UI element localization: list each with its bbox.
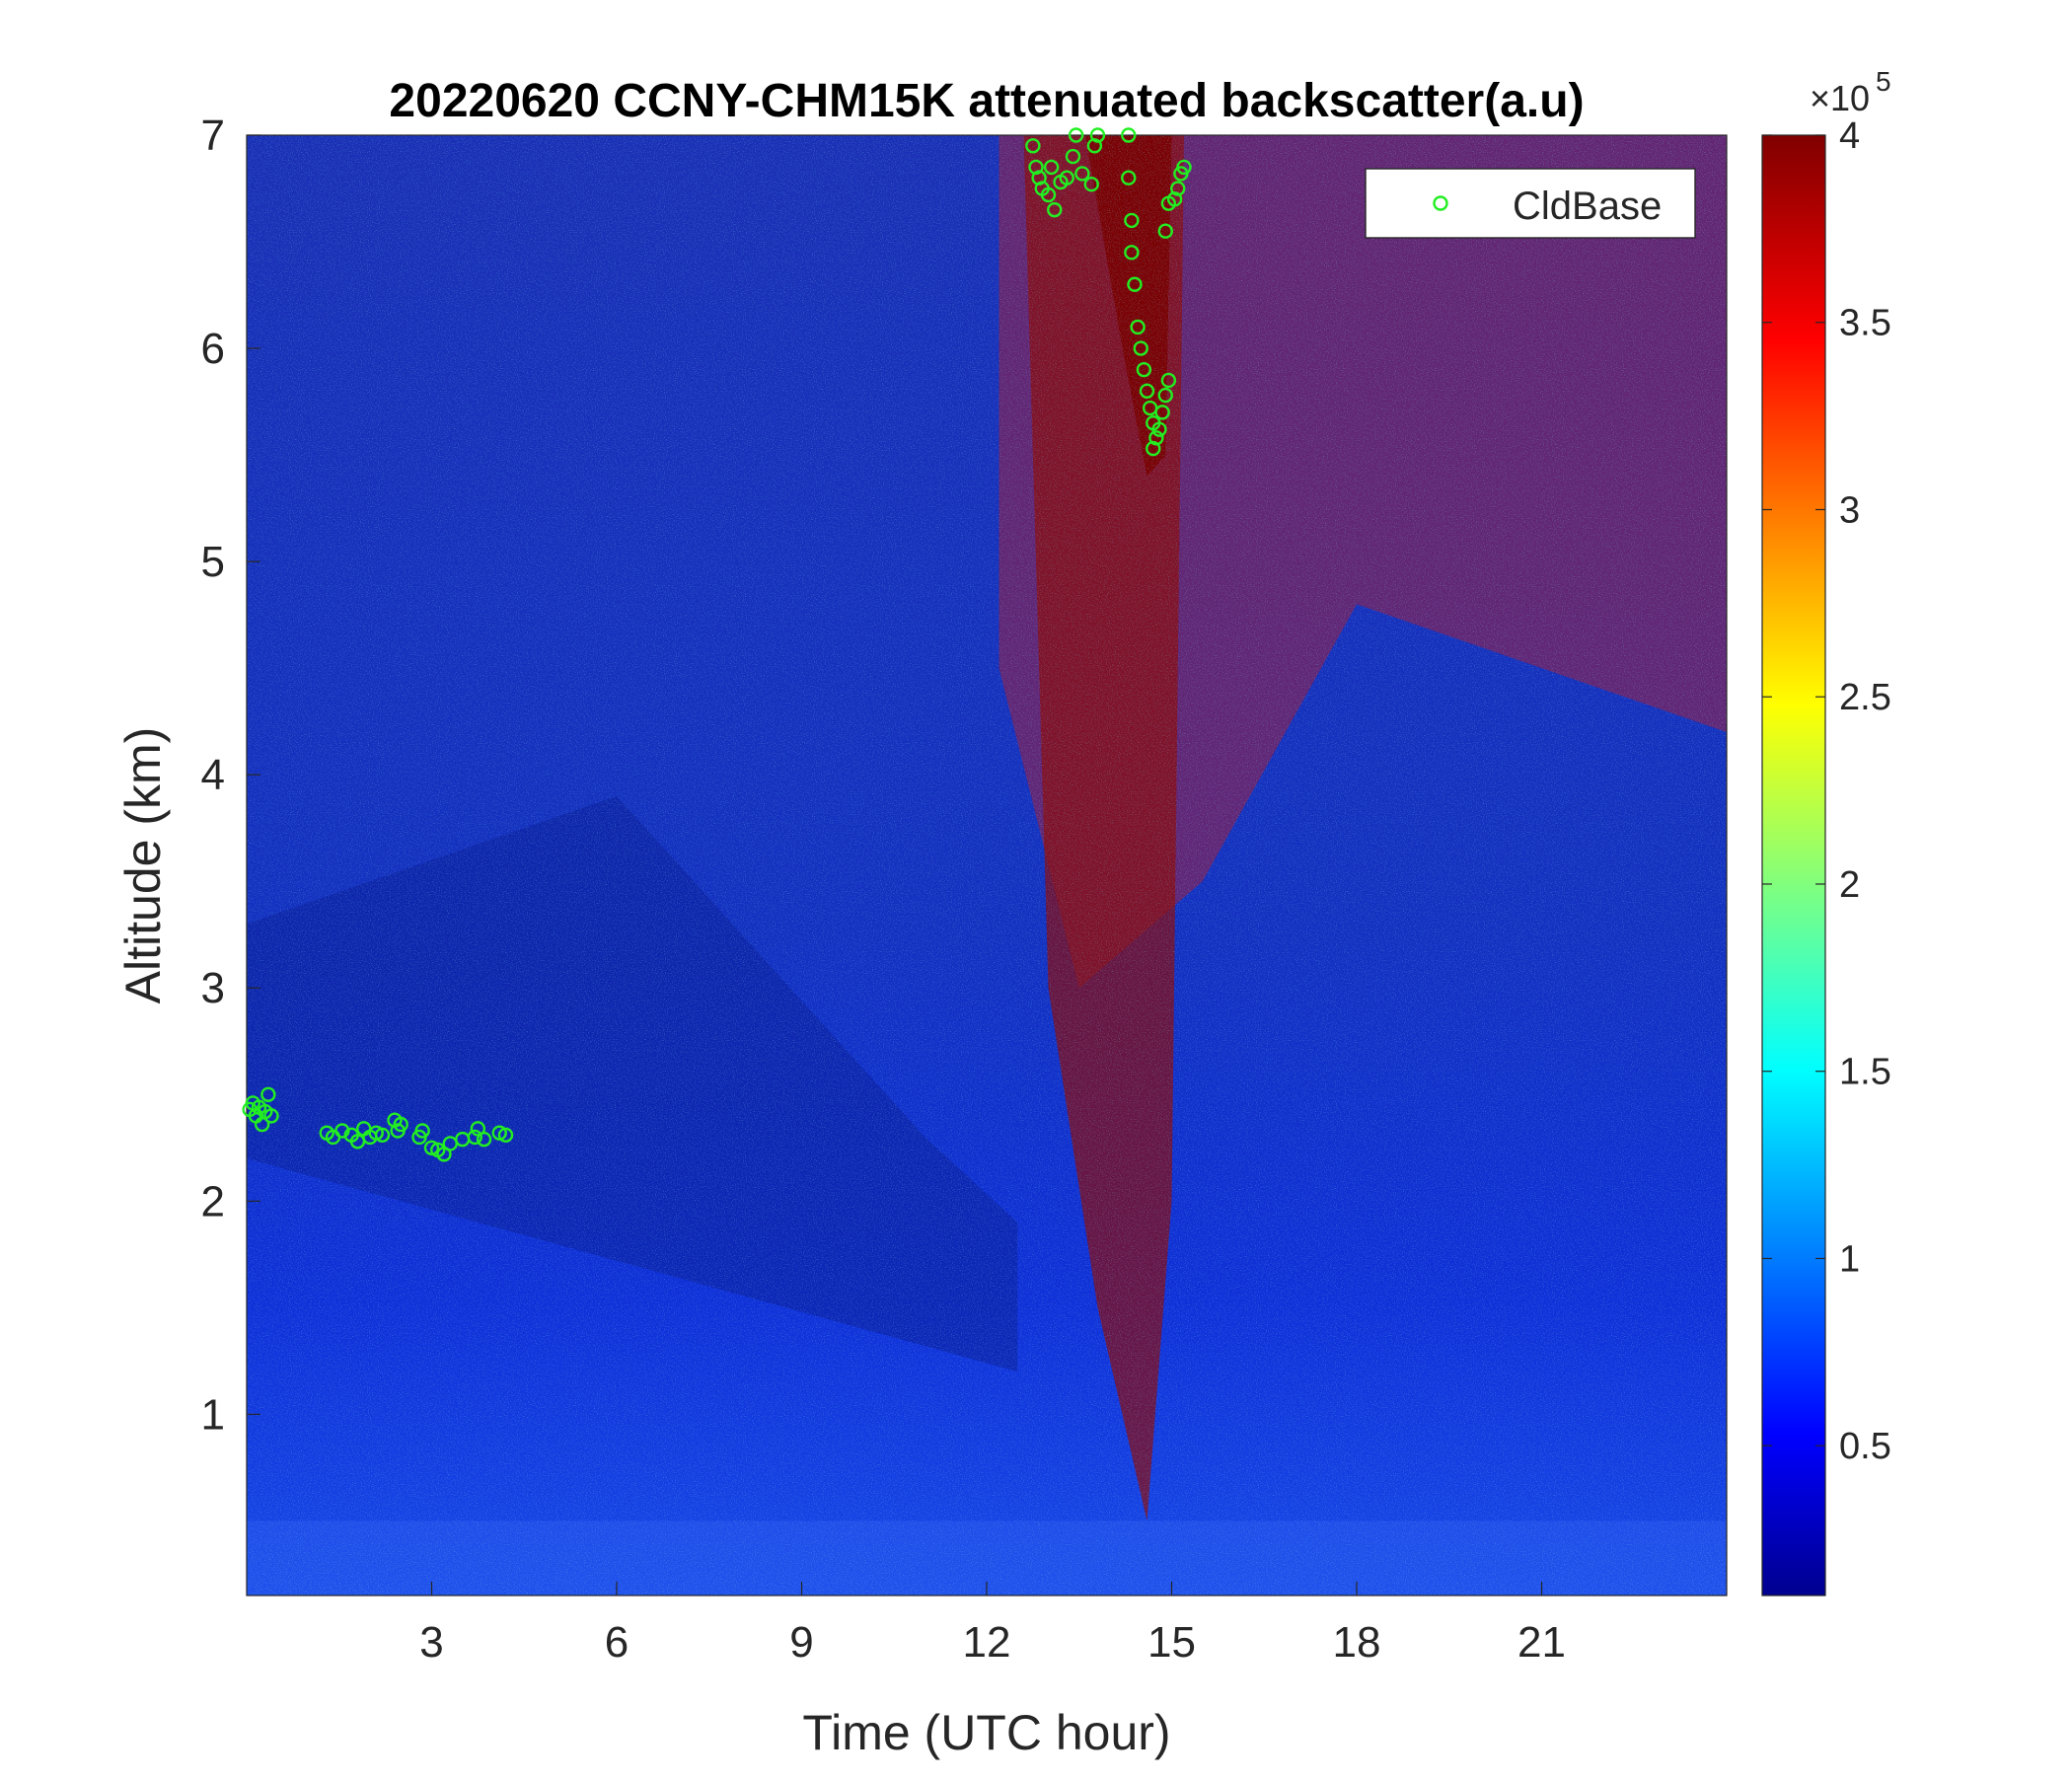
- cloud-base-point: [1068, 127, 1084, 143]
- y-tick-label: 1: [201, 1390, 225, 1439]
- cloud-base-point: [334, 1123, 350, 1139]
- cloud-base-point: [1043, 159, 1060, 176]
- cloud-base-point: [1074, 166, 1090, 182]
- legend-label-cldbase: CldBase: [1513, 185, 1662, 228]
- y-tick-label: 5: [201, 538, 225, 586]
- speckle-noise: [247, 135, 1727, 1595]
- cloud-base-point: [1065, 148, 1081, 165]
- cloud-base-point: [1121, 170, 1137, 186]
- cloud-base-point: [260, 1086, 276, 1102]
- cloud-base-point: [1160, 372, 1177, 389]
- colorbar: 0.5 1 1.5 2 2.5 3 3.5 4×10 5: [1761, 66, 1891, 1596]
- y-tick-label: 6: [201, 325, 225, 373]
- legend: CldBase: [1365, 168, 1696, 239]
- x-tick-label: 15: [1147, 1618, 1196, 1667]
- cloud-base-point: [1133, 340, 1148, 356]
- x-tick-label: 12: [963, 1618, 1011, 1667]
- cloud-base-point: [393, 1116, 408, 1133]
- legend-box: [1365, 168, 1696, 239]
- chart-title: 20220620 CCNY-CHM15K attenuated backscat…: [389, 75, 1584, 127]
- colorbar-exponent-label: ×10: [1810, 78, 1870, 118]
- legend-marker-cldbase: [1433, 195, 1448, 211]
- x-tick-label: 21: [1517, 1618, 1566, 1667]
- x-axis-label: Time (UTC hour): [802, 1705, 1170, 1760]
- colorbar-tick-label: 2.5: [1839, 677, 1891, 718]
- cloud-base-point: [1154, 405, 1170, 420]
- cloud-base-point: [1157, 387, 1173, 404]
- labels: 20220620 CCNY-CHM15K attenuated backscat…: [115, 75, 1585, 1760]
- y-tick-label: 2: [201, 1177, 225, 1225]
- colorbar-tick-label: 3.5: [1839, 303, 1891, 344]
- cloud-base-point: [1025, 138, 1041, 154]
- colorbar-tick-label: 1: [1839, 1238, 1860, 1280]
- cloud-base-point: [1157, 223, 1173, 239]
- cloud-base-point: [497, 1127, 514, 1144]
- cloud-base-point: [1089, 127, 1106, 143]
- cloud-base-point: [476, 1131, 492, 1148]
- cloud-base-point: [1059, 170, 1074, 186]
- colorbar-tick-label: 1.5: [1839, 1052, 1891, 1093]
- y-axis-label: Altitude (km): [115, 727, 171, 1004]
- x-tick-label: 3: [419, 1618, 443, 1667]
- cloud-base-point: [1040, 186, 1057, 203]
- cloud-base-point: [1124, 245, 1140, 260]
- colorbar-tick-label: 4: [1839, 115, 1860, 157]
- colorbar-gradient: [1761, 134, 1826, 1596]
- cloud-base-point: [1146, 440, 1161, 457]
- x-tick-label: 6: [605, 1618, 629, 1667]
- colorbar-tick-label: 0.5: [1839, 1426, 1891, 1467]
- cloud-base-point: [1176, 159, 1192, 176]
- cloud-base-point: [1151, 421, 1167, 437]
- y-tick-label: 4: [201, 751, 225, 799]
- cloud-base-point: [374, 1127, 391, 1144]
- cloud-base-point: [1127, 276, 1143, 292]
- cloud-base-point: [1130, 319, 1146, 335]
- cloud-base-point: [263, 1108, 279, 1124]
- y-tick-label: 3: [201, 964, 225, 1012]
- cloud-base-points: [242, 127, 1192, 1162]
- x-tick-label: 18: [1333, 1618, 1381, 1667]
- cloud-base-point: [1139, 383, 1155, 399]
- colorbar-tick-label: 2: [1839, 864, 1860, 906]
- cloud-base-point: [1083, 176, 1099, 192]
- colorbar-tick-label: 3: [1839, 489, 1860, 531]
- cloud-base-point: [1170, 181, 1186, 196]
- plot-area: [246, 134, 1728, 1596]
- cloud-base-point: [1047, 201, 1063, 218]
- cloud-base-point: [414, 1123, 430, 1139]
- y-tick-label: 7: [201, 111, 225, 160]
- x-tick-label: 9: [789, 1618, 813, 1667]
- cloud-base-point: [1124, 212, 1140, 229]
- colorbar-exponent-value: 5: [1876, 66, 1891, 97]
- cloud-base-point: [1136, 361, 1152, 378]
- cloud-base-point: [1121, 127, 1137, 143]
- cloud-base-point: [467, 1129, 482, 1146]
